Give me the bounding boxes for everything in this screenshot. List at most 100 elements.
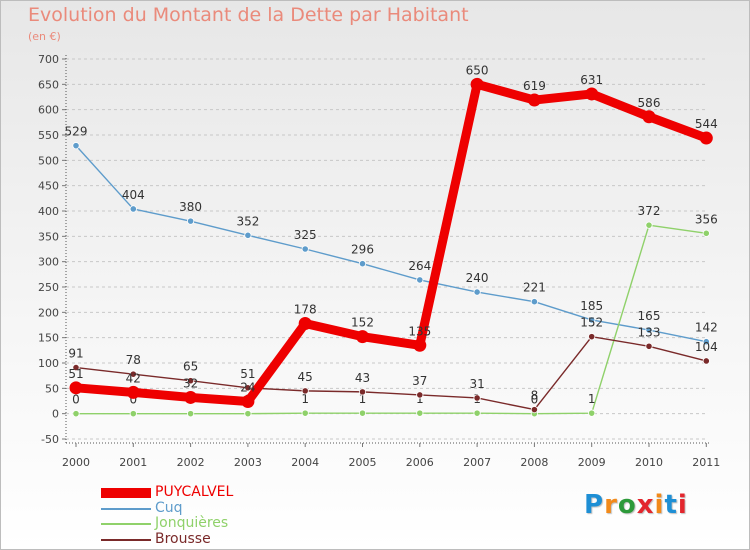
x-tick-label: 2011: [692, 456, 720, 469]
proxiti-logo: Proxiti: [584, 490, 688, 520]
y-tick-label: 0: [52, 408, 59, 421]
data-point: [358, 260, 367, 268]
logo-letter: i: [654, 490, 665, 520]
data-point: [241, 395, 255, 409]
data-point: [530, 406, 539, 414]
y-tick-label: 100: [38, 357, 59, 370]
data-label: 372: [638, 204, 661, 218]
legend-label: Cuq: [155, 499, 183, 516]
data-label: 133: [638, 325, 661, 339]
data-label: 51: [68, 367, 83, 381]
legend-label: PUYCALVEL: [155, 484, 234, 500]
data-point: [187, 217, 195, 225]
x-tick-label: 2003: [234, 456, 262, 469]
data-point: [699, 131, 713, 145]
series-line-cuq: [75, 144, 707, 343]
data-point: [470, 77, 484, 91]
data-label: 37: [412, 374, 427, 388]
data-label: 42: [126, 371, 141, 385]
data-point: [585, 87, 599, 101]
data-point: [72, 142, 80, 150]
x-tick-label: 2007: [463, 456, 491, 469]
y-tick-label: 450: [38, 180, 59, 193]
data-label: 325: [294, 228, 317, 242]
series-line-jonquières: [75, 224, 707, 415]
data-label: 78: [126, 353, 141, 367]
legend-swatch: [101, 523, 151, 525]
data-label: 43: [355, 371, 370, 385]
logo-letter: x: [636, 490, 655, 520]
data-point: [129, 410, 137, 418]
legend-label: Jonquières: [155, 515, 229, 531]
data-point: [184, 390, 198, 404]
y-tick-label: 150: [38, 332, 59, 345]
data-point: [413, 338, 427, 352]
data-point: [702, 357, 710, 365]
data-label: 31: [469, 377, 484, 391]
data-label: 296: [351, 243, 374, 257]
data-point: [356, 330, 369, 344]
legend-swatch: [101, 488, 151, 498]
data-point: [416, 276, 424, 284]
data-label: 380: [179, 200, 202, 214]
logo-letter: o: [617, 490, 637, 520]
data-point: [588, 316, 596, 324]
data-point: [126, 385, 140, 399]
data-label: 65: [183, 360, 198, 374]
x-tick-label: 2008: [520, 456, 548, 469]
data-label: 1: [416, 392, 424, 406]
y-tick-label: 300: [38, 256, 59, 269]
data-point: [187, 377, 195, 385]
data-label: 24: [240, 381, 255, 395]
y-tick-label: 250: [38, 281, 59, 294]
data-point: [129, 205, 137, 213]
x-tick-label: 2004: [291, 456, 319, 469]
data-label: 586: [638, 96, 661, 110]
data-label: 529: [65, 125, 88, 139]
data-point: [473, 394, 481, 402]
y-tick-label: 600: [38, 104, 59, 117]
data-point: [416, 391, 424, 399]
legend-swatch: [101, 507, 151, 510]
data-label: 264: [408, 259, 431, 273]
x-tick-label: 2010: [635, 456, 663, 469]
x-tick-label: 2009: [578, 456, 606, 469]
data-label: 152: [351, 316, 374, 330]
data-label: 0: [72, 393, 80, 407]
y-tick-label: 200: [38, 306, 59, 319]
data-point: [530, 298, 539, 306]
chart-unit: (en €): [28, 30, 61, 43]
data-label: 0: [129, 393, 137, 407]
data-label: 356: [695, 212, 718, 226]
data-point: [358, 409, 367, 417]
data-label: 544: [695, 117, 718, 131]
data-point: [244, 231, 252, 239]
data-point: [72, 410, 80, 418]
data-label: 619: [523, 79, 546, 93]
data-point: [298, 316, 312, 330]
data-point: [645, 221, 653, 229]
data-point: [473, 409, 481, 417]
data-label: 152: [580, 316, 603, 330]
data-label: 142: [695, 321, 718, 335]
data-label: 165: [638, 309, 661, 323]
data-point: [645, 342, 653, 350]
data-label: 240: [466, 271, 489, 285]
data-point: [416, 409, 424, 417]
data-point: [588, 333, 596, 341]
y-tick-label: -50: [41, 433, 59, 446]
legend-swatch: [101, 538, 151, 541]
series-line-brousse: [75, 335, 707, 411]
data-point: [527, 93, 541, 107]
y-tick-label: 350: [38, 230, 59, 243]
data-point: [642, 110, 656, 124]
y-tick-label: 50: [45, 382, 59, 395]
data-label: 8: [531, 389, 539, 403]
data-label: 51: [240, 367, 255, 381]
y-tick-label: 550: [38, 129, 59, 142]
data-label: 135: [408, 324, 431, 338]
data-label: 104: [695, 340, 718, 354]
data-point: [358, 388, 367, 396]
